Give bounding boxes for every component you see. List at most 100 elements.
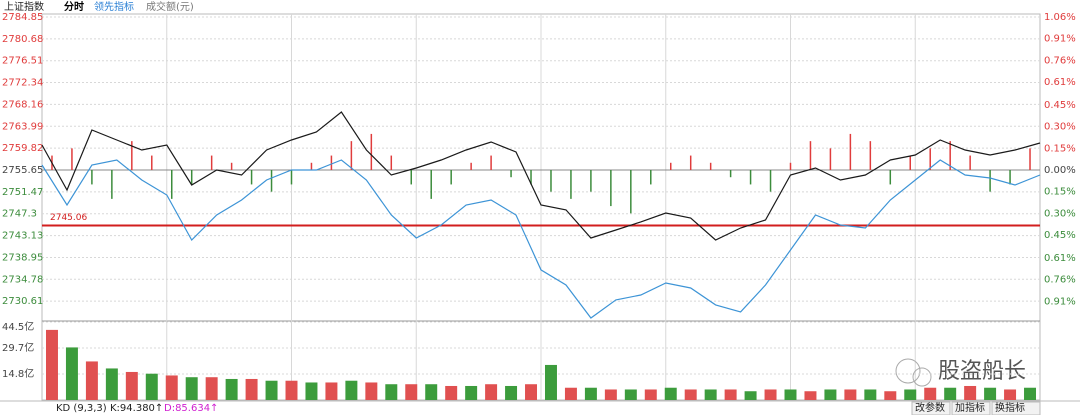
series-line: [41, 159, 1041, 319]
y2-tick-label: 1.06%: [1044, 12, 1076, 23]
button[interactable]: [911, 401, 951, 415]
volume-bar: [225, 378, 238, 400]
y2-tick-label: 0.76%: [1044, 55, 1076, 66]
button[interactable]: [991, 401, 1041, 415]
volume-bar: [964, 385, 977, 400]
volume-bar: [804, 391, 817, 400]
indicator-name: KD (9,3,3): [56, 403, 107, 414]
watermark-icon: [912, 367, 932, 387]
volume-bar: [644, 389, 657, 400]
y2-tick-label: 0.45%: [1044, 230, 1076, 241]
volume-bar: [205, 377, 218, 400]
button-label[interactable]: 改参数: [915, 401, 945, 414]
volume-bar: [924, 387, 937, 400]
volume-bar: [784, 389, 797, 400]
y-tick-label: 2776.51: [2, 56, 43, 67]
volume-bar: [365, 382, 378, 400]
volume-bar: [485, 384, 498, 400]
indicator-k: K:94.380↑: [110, 403, 163, 414]
volume-bar: [944, 387, 957, 400]
vertical-grid: [166, 14, 916, 400]
volume-bar: [604, 389, 617, 400]
volume-bar: [85, 361, 98, 400]
volume-bar: [285, 380, 298, 400]
y-tick-label: 2780.68: [2, 34, 43, 45]
y2-tick-label: 0.61%: [1044, 77, 1076, 88]
watermark: 股盗船长: [895, 358, 1026, 387]
y2-tick-label: 0.76%: [1044, 275, 1076, 286]
volume-bar: [904, 389, 917, 400]
volume-bar: [525, 384, 538, 400]
volume-bar: [844, 389, 857, 400]
y-tick-label: 2755.65: [2, 165, 43, 176]
y-tick-label: 2747.3: [2, 209, 37, 220]
volume-bar: [764, 389, 777, 400]
volume-bar: [1004, 389, 1017, 400]
y-tick-label: 2772.34: [2, 78, 43, 89]
volume-bar: [265, 380, 278, 400]
volume-bar: [125, 371, 138, 400]
y-tick-label: 14.8亿: [2, 367, 34, 380]
volume-bar: [884, 391, 897, 400]
volume-bar: [45, 329, 58, 400]
volume-bar: [704, 389, 717, 400]
y-tick-label: 2759.82: [2, 143, 43, 154]
y-tick-label: 2738.95: [2, 252, 43, 263]
y-tick-label: 44.5亿: [2, 320, 34, 333]
volume-bar: [445, 385, 458, 400]
y2-tick-label: 0.00%: [1044, 165, 1076, 176]
volume-bar: [564, 387, 577, 400]
y-tick-label: 2730.61: [2, 296, 43, 307]
tab-leading[interactable]: 领先指标: [94, 0, 134, 13]
watermark-text: 股盗船长: [938, 359, 1026, 384]
volume-bar: [624, 389, 637, 400]
volume-bar: [724, 389, 737, 400]
watermark-icon: [895, 358, 921, 384]
y2-tick-label: 0.30%: [1044, 122, 1076, 133]
y-tick-label: 2743.13: [2, 231, 43, 242]
volume-bar: [425, 384, 438, 400]
tab-index[interactable]: 上证指数: [4, 0, 44, 13]
volume-bar: [145, 373, 158, 400]
y-tick-label: 2784.85: [2, 12, 43, 23]
button-label[interactable]: 加指标: [955, 401, 985, 414]
volume-bar: [824, 389, 837, 400]
volume-bar: [505, 385, 518, 400]
button[interactable]: [951, 401, 991, 415]
y-tick-label: 2768.16: [2, 99, 43, 110]
y2-tick-label: 0.91%: [1044, 296, 1076, 307]
volume-bar: [984, 387, 997, 400]
volume-bar: [345, 380, 358, 400]
volume-bar: [1024, 387, 1037, 400]
volume-bar: [584, 387, 597, 400]
button-label[interactable]: 换指标: [995, 401, 1025, 414]
y-tick-label: 2751.47: [2, 187, 43, 198]
y-tick-label: 2734.78: [2, 274, 43, 285]
tab-intraday[interactable]: 分时: [64, 0, 84, 13]
y2-tick-label: 0.15%: [1044, 187, 1076, 198]
y2-tick-label: 0.15%: [1044, 143, 1076, 154]
indicator-d: D:85.634↑: [164, 403, 218, 414]
volume-bar: [684, 389, 697, 400]
y2-tick-label: 0.91%: [1044, 34, 1076, 45]
volume-bar: [185, 377, 198, 400]
volume-bar: [465, 385, 478, 400]
tab-turnover[interactable]: 成交额(元): [146, 0, 194, 13]
y2-tick-label: 0.45%: [1044, 100, 1076, 111]
volume-bar: [105, 368, 118, 400]
volume-bar: [385, 384, 398, 400]
y-tick-label: 2763.99: [2, 121, 43, 132]
series-line: [41, 111, 1041, 241]
volume-bar: [664, 387, 677, 400]
volume-bar: [305, 382, 318, 400]
y-tick-label: 29.7亿: [2, 341, 34, 354]
y2-tick-label: 0.30%: [1044, 208, 1076, 219]
volume-bar: [744, 391, 757, 400]
volume-bar: [544, 364, 557, 400]
volume-bar: [65, 347, 78, 400]
reference-label: 2745.06: [50, 213, 87, 223]
volume-bar: [165, 375, 178, 400]
y2-tick-label: 0.61%: [1044, 253, 1076, 264]
